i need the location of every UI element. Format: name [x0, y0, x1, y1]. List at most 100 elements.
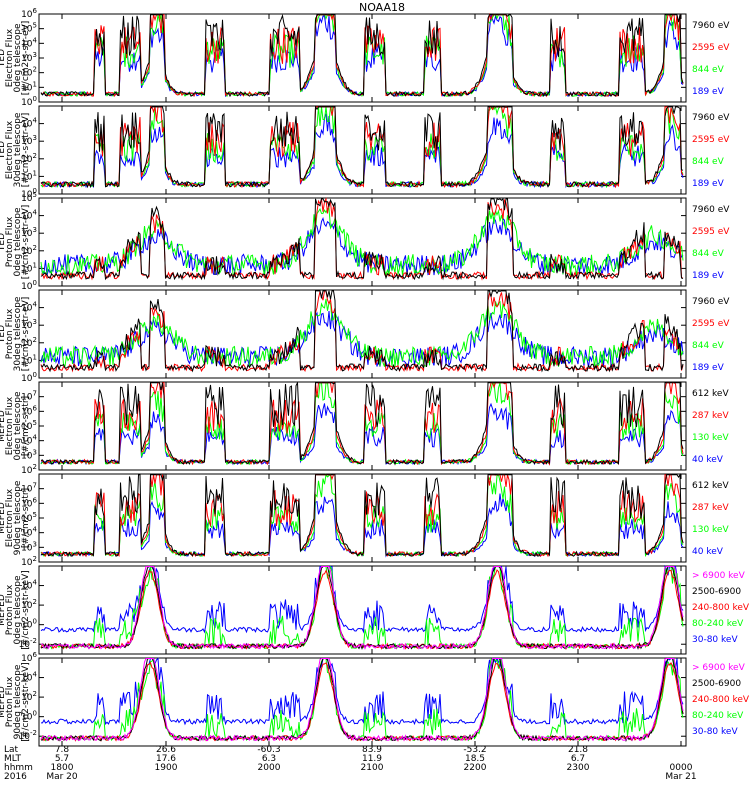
y-tick-exponent: 2: [33, 555, 37, 563]
legend-entry: 189 eV: [692, 363, 725, 373]
y-axis-label-line: Electron Flux: [5, 28, 15, 87]
legend-entry: 30-80 keV: [692, 727, 738, 737]
y-axis-label-line: MEPED: [0, 594, 7, 626]
legend-entry: 2500-6900: [692, 679, 741, 689]
y-tick-exponent: 6: [33, 651, 38, 659]
footer-mlt-value: 11.9: [362, 754, 382, 764]
y-tick-exponent: 0: [33, 371, 37, 379]
legend-entry: 2595 eV: [692, 227, 730, 237]
y-tick-label: 100: [21, 371, 37, 384]
y-axis-label-line: TED: [0, 49, 7, 68]
panel-frame: [38, 197, 687, 287]
footer-hhmm-value: 2000: [258, 763, 281, 773]
y-axis-label-line: [#/cm2-s-str-eV]: [21, 21, 31, 96]
panel-frame: [38, 565, 687, 655]
y-tick-exponent: 3: [33, 134, 37, 142]
y-axis-label-line: Electron Flux: [5, 120, 15, 179]
series-trace: [40, 381, 684, 466]
panel-frame: [38, 105, 687, 195]
y-tick-exponent: 1: [33, 353, 37, 361]
panel-frame: [38, 657, 687, 747]
y-axis-label-line: [#/cm2-s-str]: [21, 488, 31, 548]
footer-row-label: 2016: [4, 772, 27, 782]
y-axis-label-line: 0deg telescope: [13, 391, 23, 461]
y-axis-label-line: Electron Flux: [5, 396, 15, 455]
y-tick-label: 106: [21, 7, 37, 20]
footer-mlt-value: 5.7: [55, 754, 69, 764]
footer-row-label: MLT: [4, 754, 22, 764]
footer-lat-value: 83.9: [362, 745, 382, 755]
y-tick-exponent: 5: [33, 419, 37, 427]
footer-hhmm-value: 1800: [51, 763, 74, 773]
y-tick-exponent: 0: [33, 187, 37, 195]
series-trace: [40, 197, 684, 281]
footer-lat-value: 7.8: [55, 745, 70, 755]
y-tick-exponent: 2: [33, 152, 37, 160]
footer-hhmm-value: 2300: [567, 763, 590, 773]
y-axis-label-line: TED: [0, 141, 7, 160]
y-axis-label-line: TED: [0, 233, 7, 252]
legend-entry: 7960 eV: [692, 297, 730, 307]
y-tick-exponent: 0: [33, 710, 37, 718]
footer-lat-value: -60.3: [257, 745, 280, 755]
y-tick-label: 100: [21, 95, 37, 108]
series-trace: [40, 310, 684, 369]
legend-entry: 80-240 keV: [692, 619, 744, 629]
y-axis-label-line: 0deg telescope: [13, 207, 23, 277]
y-tick-exponent: 2: [33, 336, 37, 344]
y-axis-label-line: 90deg telescope: [13, 480, 23, 555]
y-tick-exponent: 5: [33, 191, 37, 199]
series-trace: [40, 13, 684, 98]
y-tick-exponent: 4: [33, 434, 38, 442]
chart-title: NOAA18: [359, 1, 405, 14]
legend-entry: 7960 eV: [692, 21, 730, 31]
y-axis-label: MEPEDProton Flux90deg telescope[#/cm2-s-…: [0, 662, 31, 741]
y-axis-label-line: [#/cm2-s-str-eV]: [21, 297, 31, 372]
y-tick-exponent: 3: [33, 51, 37, 59]
footer-lat-value: -53.2: [463, 745, 486, 755]
legend-entry: 40 keV: [692, 455, 724, 465]
y-tick-exponent: 2: [33, 66, 37, 74]
y-tick-label: 102: [21, 463, 37, 476]
series-trace: [40, 381, 684, 466]
footer-row-label: Lat: [4, 745, 19, 755]
footer-date-end: Mar 21: [665, 772, 696, 782]
y-tick-exponent: 4: [33, 36, 38, 44]
y-axis-label-line: Proton Flux: [5, 584, 15, 635]
y-tick-exponent: 3: [33, 540, 37, 548]
legend-entry: 7960 eV: [692, 205, 730, 215]
footer-hhmm-value: 2100: [361, 763, 384, 773]
y-tick-exponent: 4: [33, 671, 38, 679]
footer-mlt-value: 6.7: [571, 754, 585, 764]
y-tick-exponent: 3: [33, 448, 37, 456]
y-tick-exponent: 4: [33, 526, 38, 534]
y-axis-label-line: Electron Flux: [5, 488, 15, 547]
y-tick-exponent: -2: [30, 637, 37, 645]
panel-frame: [38, 289, 687, 379]
legend-entry: > 6900 keV: [692, 663, 746, 673]
y-tick-exponent: 3: [33, 318, 37, 326]
y-axis-label: TEDElectron Flux0deg telescope[#/cm2-s-s…: [0, 21, 31, 96]
legend-entry: 30-80 keV: [692, 635, 738, 645]
y-tick-exponent: 0: [33, 618, 37, 626]
footer-mlt-value: 17.6: [156, 754, 176, 764]
legend-entry: 40 keV: [692, 547, 724, 557]
y-axis-label-line: Proton Flux: [5, 676, 15, 727]
y-tick-exponent: 5: [33, 22, 37, 30]
series-trace: [40, 207, 684, 277]
legend-entry: > 6900 keV: [692, 571, 746, 581]
legend-entry: 80-240 keV: [692, 711, 744, 721]
legend-entry: 2595 eV: [692, 43, 730, 53]
y-axis-label-line: [#/cm2-s-str]: [21, 396, 31, 456]
y-tick-exponent: 2: [33, 244, 37, 252]
y-axis-label: TEDProton Flux0deg telescope[#/cm2-s-str…: [0, 205, 31, 280]
legend-entry: 189 eV: [692, 271, 725, 281]
legend-entry: 844 eV: [692, 157, 725, 167]
series-trace: [40, 290, 684, 373]
